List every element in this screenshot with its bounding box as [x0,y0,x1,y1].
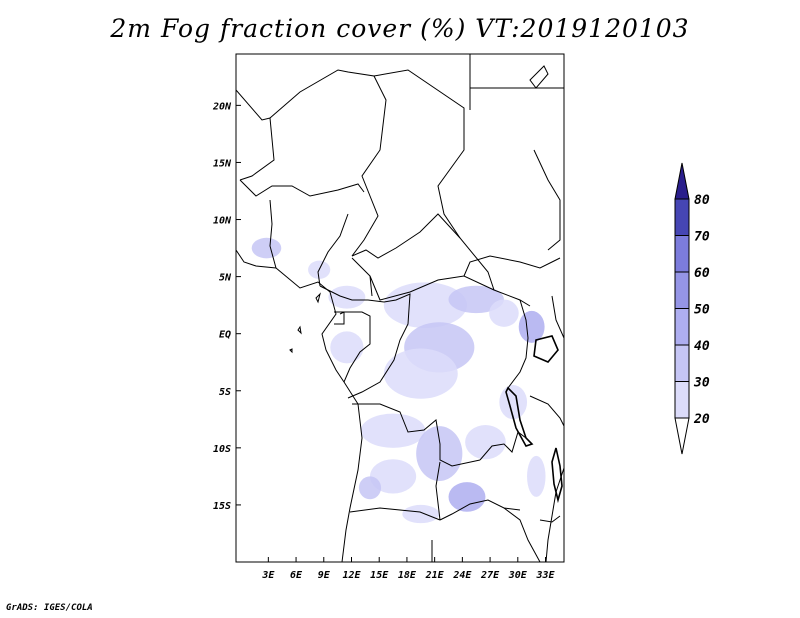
lat-tick-label: 10S [213,444,231,455]
border-congo-drc [347,293,411,399]
fog-patch [465,425,506,460]
border-angola-zambia [435,461,441,521]
colorbar-segment [674,308,690,346]
colorbar-label: 40 [694,339,710,354]
border-car-south [369,275,531,307]
colorbar-label: 70 [694,230,710,245]
border-nigeria-east [317,213,349,287]
colorbar-segment [674,271,690,309]
colorbar-label: 80 [694,193,710,208]
lon-tick-label: 6E [290,570,303,581]
map-title: 2m Fog fraction cover (%) VT:2019120103 [110,14,690,43]
boundaries [236,54,564,562]
lon-tick-label: 3E [261,570,275,581]
border-drc-zambia [479,431,527,461]
border-sudan-east [533,149,561,251]
colorbar-segment [674,344,690,382]
lat-tick-label: EQ [219,330,231,341]
lake-malawi [551,447,563,504]
fog-fraction-field [251,237,546,524]
lon-tick-label: 27E [480,570,500,581]
border-north-3 [373,69,495,291]
lon-tick-label: 18E [398,570,417,581]
border-north-1 [236,89,275,181]
lon-tick-label: 24E [452,570,472,581]
coast-red-sea [529,65,549,89]
colorbar-segment [674,198,690,236]
island-sao-tome [297,325,302,335]
border-angola-namibia [349,507,441,521]
fog-patch [527,455,546,497]
lon-tick-label: 33E [535,570,555,581]
fog-patch [330,331,364,364]
grads-credit: GrADS: IGES/COLA [6,603,93,613]
fog-patch [360,413,426,448]
fog-patch [251,237,282,259]
colorbar-label: 60 [694,266,710,281]
fog-patch [489,299,519,327]
colorbar-bottom-arrow [674,417,690,455]
border-benin-nigeria [269,199,277,269]
border-north-2 [269,69,387,257]
lake-tanganyika [505,386,534,447]
border-drc-uganda [507,299,529,389]
fog-patch [448,482,486,512]
border-tanzania [529,395,564,427]
border-south-sudan [463,255,561,277]
border-angola-drc [352,403,481,467]
colorbar-segment [674,235,690,273]
coastline-west-africa [236,249,363,562]
lat-tick-label: 5S [219,387,231,398]
fog-patch [328,285,366,309]
fog-patch [369,459,417,494]
fog-patch [448,285,504,314]
island-annobon [289,348,293,354]
lon-tick-label: 9E [318,570,331,581]
colorbar-label: 50 [694,303,710,318]
border-uganda-kenya [551,295,564,339]
colorbar-top-arrow [674,162,690,200]
border-eq-guinea [334,311,345,325]
lon-tick-label: 15E [370,570,389,581]
colorbar-label: 30 [693,376,710,391]
fog-patch [499,385,528,420]
fog-patch [402,504,440,524]
lon-tick-label: 21E [425,570,445,581]
lon-tick-label: 12E [342,570,361,581]
lat-tick-label: 5N [219,273,232,284]
lat-tick-label: 15S [213,501,231,512]
border-nigeria-north [239,179,365,197]
map-frame [235,53,565,563]
border-zambia-south [439,499,521,521]
border-zimbabwe [503,507,541,562]
border-cameroon-car [351,257,373,297]
colorbar-segment [674,381,690,419]
lat-tick-label: 15N [213,158,232,169]
colorbar-legend: 20 30 40 50 60 70 80 [674,162,710,455]
lon-tick-label: 30E [508,570,528,581]
fog-patch [358,476,382,500]
lake-victoria [533,335,559,363]
border-gabon [339,311,371,383]
lat-tick-label: 10N [213,216,232,227]
fog-patch [383,348,458,399]
colorbar-label: 20 [693,412,710,427]
border-chad-car [351,213,461,259]
border-cameroon [319,285,385,303]
island-bioko [315,292,321,304]
fog-patch [416,426,463,481]
lat-tick-label: 20N [212,101,232,112]
coastline-east [545,467,564,562]
border-mozambique [539,515,561,523]
map-axes: 3E 6E 9E 12E 15E 18E 21E 24E 27E 30E 33E 20N 15N 10N 5… [212,101,556,581]
